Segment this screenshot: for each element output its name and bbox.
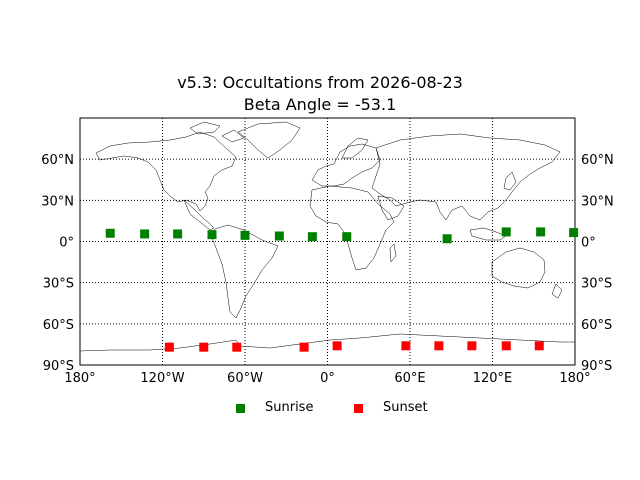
graticule (80, 118, 575, 365)
sunset-point (299, 342, 309, 352)
continent-asia (371, 133, 561, 221)
sunset-point (467, 341, 477, 351)
sunrise-point (105, 228, 115, 238)
arctic-islands (189, 121, 245, 143)
new-zealand (551, 283, 563, 299)
y-tick-label-left: 60°S (43, 318, 74, 333)
y-tick-label-left: 0° (59, 236, 74, 251)
sunset-point (332, 341, 342, 351)
x-tick-label: 180° (559, 371, 590, 386)
legend-sunrise: Sunrise (236, 400, 313, 416)
x-tick-label: 180° (64, 371, 95, 386)
continent-south-america (211, 224, 279, 319)
y-tick-label-left: 30°S (43, 277, 74, 292)
x-tick-label: 0° (320, 371, 335, 386)
sunset-point (164, 342, 174, 352)
map-frame (79, 117, 576, 366)
scandinavia (341, 137, 369, 159)
sunrise-point (442, 234, 452, 244)
sunset-point (199, 342, 209, 352)
japan (503, 171, 517, 191)
greenland (237, 121, 301, 159)
continent-australia (491, 247, 546, 289)
sunrise-point (207, 230, 217, 240)
chart-title-line1: v5.3: Occultations from 2026-08-23 (177, 73, 463, 92)
y-tick-label-right: 90°S (581, 359, 612, 374)
sunrise-point (536, 227, 546, 237)
sunset-point (534, 341, 544, 351)
continent-europe (311, 143, 381, 187)
legend-sunset: Sunset (354, 400, 428, 416)
data-points (105, 227, 579, 352)
sunrise-point (140, 229, 150, 239)
x-tick-label: 120°E (473, 371, 513, 386)
coastline-basemap (80, 121, 575, 352)
continent-central-america (183, 199, 215, 231)
sunrise-point (501, 227, 511, 237)
y-tick-label-right: 30°S (581, 277, 612, 292)
arabian-peninsula (377, 195, 405, 221)
sunrise-point (342, 232, 352, 242)
x-tick-label: 60°E (394, 371, 425, 386)
tick-labels: 180° 120°W 60°W 0° 60°E 120°E 180° 60°N 60°N 30°N… (41, 153, 614, 386)
sunrise-point (173, 229, 183, 239)
y-tick-label-right: 0° (581, 236, 596, 251)
sunrise-point (307, 232, 317, 242)
continent-africa (309, 185, 395, 271)
y-tick-label-left: 60°N (41, 153, 74, 168)
continent-north-america (95, 131, 237, 212)
legend-sunset-swatch (354, 403, 363, 413)
southeast-asia-islands (469, 227, 507, 241)
legend-sunset-label: Sunset (383, 400, 428, 415)
y-tick-label-right: 30°N (581, 194, 614, 209)
sunset-point (401, 341, 411, 351)
y-tick-label-right: 60°N (581, 153, 614, 168)
chart-title-line2: Beta Angle = -53.1 (243, 95, 397, 114)
y-tick-label-right: 60°S (581, 318, 612, 333)
legend-sunrise-label: Sunrise (265, 400, 314, 415)
sunrise-point (569, 228, 579, 238)
y-tick-label-left: 30°N (41, 194, 74, 209)
madagascar (389, 243, 397, 263)
sunrise-point (274, 231, 284, 241)
sunset-point (434, 341, 444, 351)
antarctica (80, 333, 575, 352)
legend-sunrise-swatch (236, 403, 245, 413)
sunset-point (232, 342, 242, 352)
sunset-point (501, 341, 511, 351)
y-tick-label-left: 90°S (43, 359, 74, 374)
sunrise-point (240, 230, 250, 240)
x-tick-label: 120°W (140, 371, 184, 386)
x-tick-label: 60°W (227, 371, 263, 386)
